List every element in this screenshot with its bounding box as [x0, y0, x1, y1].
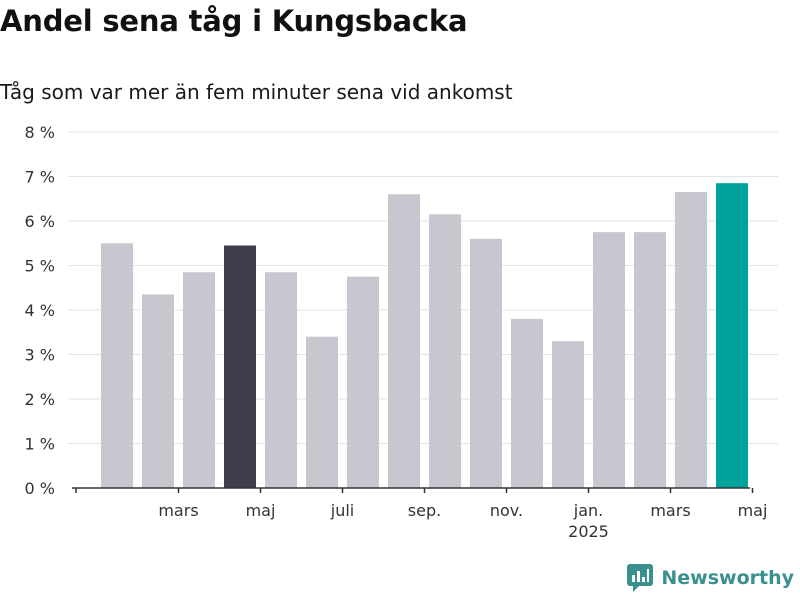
bar-mars-2024: [142, 294, 174, 488]
x-tick-label: maj: [246, 501, 276, 520]
x-tick-label: jan.: [573, 501, 603, 520]
bar-feb-2025: [593, 232, 625, 488]
bar-sep-2024: [388, 194, 420, 489]
bar-juni-2024: [265, 272, 297, 488]
bar-apr-2025: [675, 192, 707, 488]
newsworthy-logo-icon: [627, 564, 654, 592]
y-tick-label: 6 %: [25, 212, 55, 231]
bar-maj-2025: [716, 183, 748, 489]
bar-aug-2024: [347, 276, 379, 488]
brand-name: Newsworthy: [661, 567, 794, 589]
y-tick-label: 7 %: [25, 168, 55, 187]
y-tick-label: 8 %: [25, 123, 55, 142]
x-tick-label: maj: [738, 501, 768, 520]
x-axis: mars maj juli sep. nov. jan. 2025 mars maj: [72, 487, 768, 541]
x-tick-year-label: 2025: [568, 522, 609, 541]
bar-juli-2024: [306, 336, 338, 488]
bar-nov-2024: [470, 238, 502, 488]
chart-title: Andel sena tåg i Kungsbacka: [0, 4, 468, 38]
bar-dec-2024: [511, 318, 543, 488]
brand-logo: Newsworthy: [627, 564, 794, 592]
y-axis-ticks: 0 % 1 % 2 % 3 % 4 % 5 % 6 % 7 % 8 %: [25, 123, 55, 498]
y-tick-label: 4 %: [25, 301, 55, 320]
bar-feb-2024: [101, 243, 133, 488]
bar-maj-2024: [224, 245, 256, 488]
y-tick-label: 1 %: [25, 435, 55, 454]
bar-jan-2025: [552, 341, 584, 488]
bar-okt-2024: [429, 214, 461, 488]
y-tick-label: 2 %: [25, 390, 55, 409]
bar-apr-2024: [183, 272, 215, 488]
chart-subtitle: Tåg som var mer än fem minuter sena vid …: [0, 80, 513, 104]
x-tick-label: mars: [650, 501, 690, 520]
y-tick-label: 3 %: [25, 346, 55, 365]
x-tick-label: juli: [330, 501, 354, 520]
gridlines: [68, 131, 778, 444]
y-tick-label: 5 %: [25, 257, 55, 276]
x-tick-label: sep.: [408, 501, 441, 520]
x-tick-label: mars: [158, 501, 198, 520]
bars: [101, 183, 748, 489]
x-tick-label: nov.: [490, 501, 523, 520]
bar-mars-2025: [634, 232, 666, 488]
y-tick-label: 0 %: [25, 479, 55, 498]
